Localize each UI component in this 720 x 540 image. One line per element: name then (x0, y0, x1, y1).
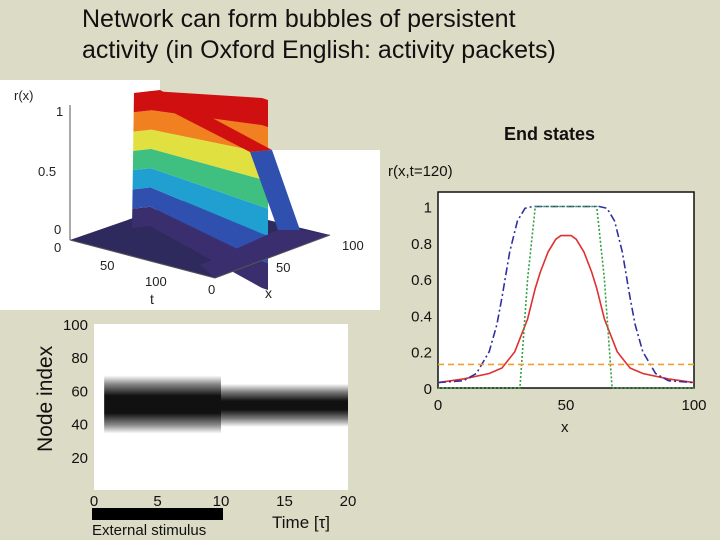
title-line-2: activity (in Oxford English: activity pa… (82, 36, 556, 64)
surface-ttick-0: 0 (54, 240, 61, 255)
line-xtick: 0 (434, 397, 442, 414)
line-ytick: 0.4 (411, 308, 432, 325)
heatmap-ytick: 100 (63, 317, 88, 334)
surface-ztick-1: 1 (56, 104, 63, 119)
heatmap-xtick: 5 (153, 493, 161, 510)
surface-zlabel: r(x) (14, 88, 34, 103)
node-activity-heatmap: 20 40 60 80 100 0 5 10 15 20 Node index External… (34, 317, 357, 539)
heatmap-xtick: 0 (90, 493, 98, 510)
line-plot-area (437, 191, 695, 389)
line-ytick: 0 (424, 381, 432, 398)
heatmap-activity-band (104, 375, 221, 434)
surface-skirt (200, 230, 330, 278)
surface-band (132, 168, 268, 236)
surface-right-slope (250, 150, 300, 230)
line-ytick: 0.8 (411, 236, 432, 253)
line-ytick: 0.2 (411, 345, 432, 362)
surface-band (132, 187, 268, 263)
heatmap-ytick: 20 (71, 450, 88, 467)
line-ytick: 0.6 (411, 272, 432, 289)
surface-xtick-100: 100 (342, 238, 364, 253)
heatmap-xtick: 10 (213, 493, 230, 510)
heatmap-ytick: 40 (71, 417, 88, 434)
heatmap-xtick: 15 (276, 493, 293, 510)
line-ylabel: r(x,t=120) (388, 163, 453, 180)
line-xtick: 50 (558, 397, 575, 414)
surface-plot: r(x) 1 0.5 0 0 50 100 t 0 50 100 x (0, 80, 380, 310)
surface-ttick-50: 50 (100, 258, 114, 273)
line-xtick: 100 (681, 397, 706, 414)
surface-ztick-05: 0.5 (38, 164, 56, 179)
heatmap-activity-band (221, 383, 348, 427)
surface-xtick-0: 0 (208, 282, 215, 297)
heatmap-xlabel: Time [τ] (272, 513, 330, 532)
title-line-1: Network can form bubbles of persistent (82, 5, 516, 33)
heatmap-ylabel: Node index (34, 345, 57, 452)
slide-title: Network can form bubbles of persistent a… (82, 4, 682, 66)
surface-tlabel: t (150, 291, 154, 307)
end-states-caption: End states (504, 124, 596, 144)
surface-ztick-0: 0 (54, 222, 61, 237)
line-series-3 (438, 205, 694, 389)
heatmap-ytick: 80 (71, 350, 88, 367)
line-series-1 (437, 234, 695, 384)
surface-band (133, 129, 268, 182)
line-xlabel: x (561, 419, 569, 436)
surface-ridge-top (135, 90, 272, 152)
surface-xlabel: x (265, 285, 272, 301)
surface-xtick-50: 50 (276, 260, 290, 275)
heatmap-ytick: 60 (71, 383, 88, 400)
stimulus-label: External stimulus (92, 522, 206, 539)
surface-band (132, 148, 268, 209)
line-ytick: 1 (424, 200, 432, 217)
external-stimulus-bar (92, 508, 223, 520)
surface-ttick-100: 100 (145, 274, 167, 289)
end-states-plot: r(x,t=120) 0 0.2 0.4 0.6 0.8 1 0 50 100 x (388, 163, 707, 436)
heatmap-xtick: 20 (340, 493, 357, 510)
